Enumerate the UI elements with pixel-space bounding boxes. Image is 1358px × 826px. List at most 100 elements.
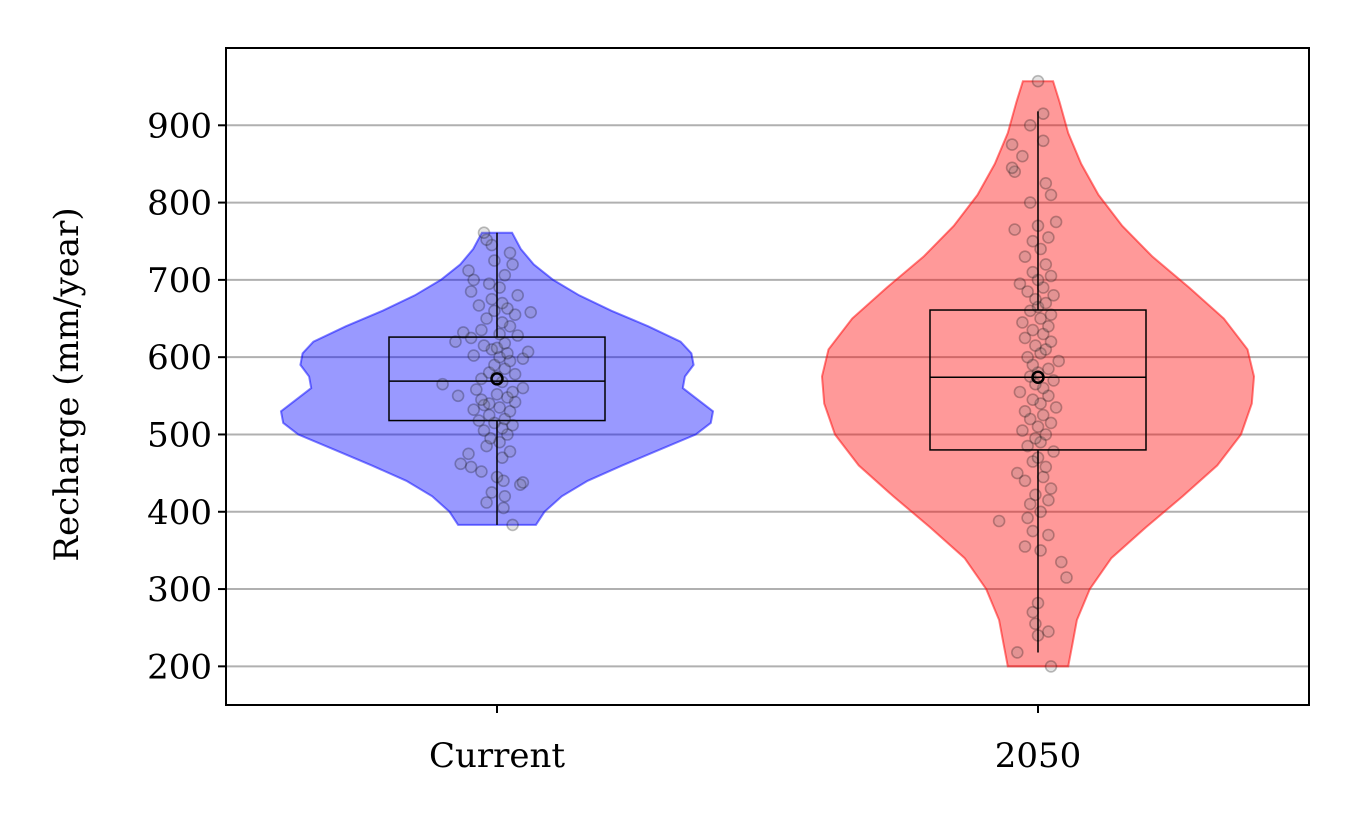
point-0-47: [503, 354, 517, 368]
point-1-84: [1008, 165, 1022, 178]
point-1-86: [1016, 149, 1029, 163]
point-1-3: [1042, 625, 1055, 638]
point-1-33: [1044, 416, 1058, 430]
point-0-26: [503, 404, 517, 418]
point-1-77: [1042, 231, 1055, 244]
point-1-26: [1047, 445, 1060, 458]
point-1-55: [1018, 331, 1032, 345]
point-1-67: [1021, 285, 1034, 298]
point-0-71: [495, 296, 509, 310]
point-0-70: [472, 299, 486, 312]
point-1-22: [1010, 466, 1024, 480]
point-1-16: [1023, 497, 1037, 511]
point-0-81: [488, 254, 501, 267]
y-tick-label-400: 400: [147, 493, 212, 533]
point-1-58: [1042, 319, 1055, 333]
point-1-41: [1013, 385, 1027, 399]
point-1-14: [1021, 511, 1034, 525]
mean-marker-1: [1031, 370, 1045, 385]
point-1-76: [1026, 234, 1040, 248]
point-0-52: [521, 345, 535, 359]
point-0-24: [498, 412, 512, 426]
point-0-2: [480, 496, 493, 509]
point-0-75: [493, 281, 506, 294]
point-0-51: [501, 346, 514, 360]
point-1-74: [1018, 250, 1032, 264]
point-0-79: [462, 264, 475, 277]
point-1-69: [1013, 277, 1027, 291]
box-0: [388, 336, 606, 422]
point-1-50: [1021, 350, 1034, 364]
point-1-23: [1039, 460, 1053, 474]
point-0-29: [477, 398, 491, 412]
point-1-40: [1042, 389, 1055, 403]
point-1-10: [1018, 540, 1032, 553]
point-1-80: [1049, 215, 1063, 229]
point-1-27: [1021, 439, 1034, 453]
point-0-18: [501, 428, 514, 441]
point-0-78: [498, 268, 512, 282]
mean-marker-0: [490, 372, 504, 386]
point-0-31: [508, 395, 522, 409]
point-1-35: [1036, 408, 1050, 422]
point-1-21: [1036, 470, 1050, 484]
point-1-91: [1031, 74, 1045, 88]
y-axis-label: Recharge (mm/year): [47, 207, 87, 561]
point-0-21: [506, 418, 519, 432]
point-0-77: [467, 273, 481, 287]
point-0-50: [467, 349, 481, 362]
point-1-9: [1034, 544, 1047, 557]
point-0-62: [475, 323, 488, 337]
point-1-71: [1044, 269, 1058, 283]
point-0-48: [516, 352, 530, 366]
point-1-38: [1034, 397, 1047, 410]
point-1-19: [1044, 482, 1058, 495]
point-0-84: [480, 233, 493, 246]
point-1-85: [1005, 161, 1019, 175]
box-1: [929, 309, 1147, 451]
x-axis-ticks: Current 2050: [429, 705, 1081, 776]
point-1-37: [1049, 401, 1063, 414]
point-0-43: [508, 367, 522, 381]
violins: [279, 80, 1256, 668]
point-1-61: [1044, 308, 1058, 322]
point-0-0: [506, 518, 519, 532]
point-0-74: [464, 285, 478, 298]
point-1-36: [1018, 404, 1032, 418]
point-0-58: [464, 331, 478, 345]
point-0-11: [454, 457, 468, 471]
point-0-14: [503, 445, 517, 458]
point-0-80: [506, 258, 519, 271]
point-0-3: [498, 489, 512, 503]
point-0-10: [464, 460, 478, 474]
point-1-42: [1036, 381, 1050, 395]
point-0-30: [482, 397, 496, 410]
point-1-89: [1023, 119, 1037, 132]
point-0-53: [485, 343, 499, 356]
point-1-82: [1044, 188, 1058, 202]
point-0-66: [508, 308, 522, 322]
violin-0: [279, 231, 715, 526]
point-1-11: [1042, 528, 1055, 542]
point-1-4: [1029, 617, 1042, 631]
point-0-76: [482, 277, 496, 291]
point-0-59: [511, 329, 525, 342]
point-1-83: [1039, 177, 1053, 190]
point-0-49: [493, 350, 506, 364]
point-1-8: [1055, 555, 1068, 569]
point-0-28: [493, 401, 506, 414]
point-1-52: [1039, 343, 1053, 356]
violin-1: [820, 80, 1256, 668]
point-1-30: [1039, 428, 1053, 441]
point-0-34: [451, 389, 465, 403]
point-0-6: [516, 476, 530, 489]
gridlines: [226, 124, 1309, 668]
point-0-32: [475, 393, 488, 407]
point-0-45: [498, 362, 512, 376]
point-1-88: [1036, 134, 1050, 148]
point-0-35: [490, 387, 504, 401]
point-1-62: [1023, 304, 1037, 318]
point-0-69: [501, 302, 514, 315]
point-1-72: [1026, 265, 1040, 279]
